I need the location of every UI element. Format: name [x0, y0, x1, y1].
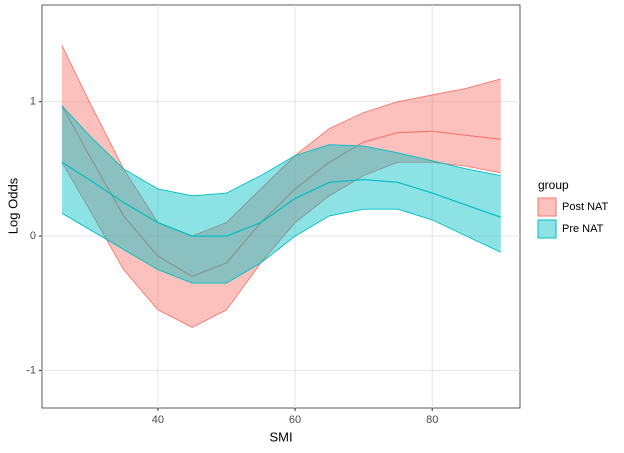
fit-line: [61, 105, 501, 278]
y-tick-label: 1: [30, 96, 36, 108]
band-edge: [61, 208, 501, 284]
y-tick-label: -1: [26, 364, 36, 376]
band-edge: [61, 161, 501, 328]
band-edge: [61, 45, 501, 237]
y-axis-title: Log Odds: [5, 177, 20, 234]
legend-key: [537, 219, 557, 239]
legend-title: group: [538, 178, 569, 192]
x-axis-title: SMI: [269, 429, 292, 444]
x-tick-label: 60: [289, 414, 301, 426]
confidence-band: [61, 45, 501, 328]
legend-key: [537, 197, 557, 217]
y-tick-label: 0: [30, 230, 36, 242]
panel: [41, 4, 521, 409]
legend-label: Pre NAT: [562, 223, 604, 235]
x-tick-label: 80: [426, 414, 438, 426]
fit-line: [61, 161, 501, 237]
band-edge: [61, 105, 501, 197]
confidence-band: [61, 105, 501, 284]
x-tick-label: 40: [152, 414, 164, 426]
legend-label: Post NAT: [562, 201, 609, 213]
